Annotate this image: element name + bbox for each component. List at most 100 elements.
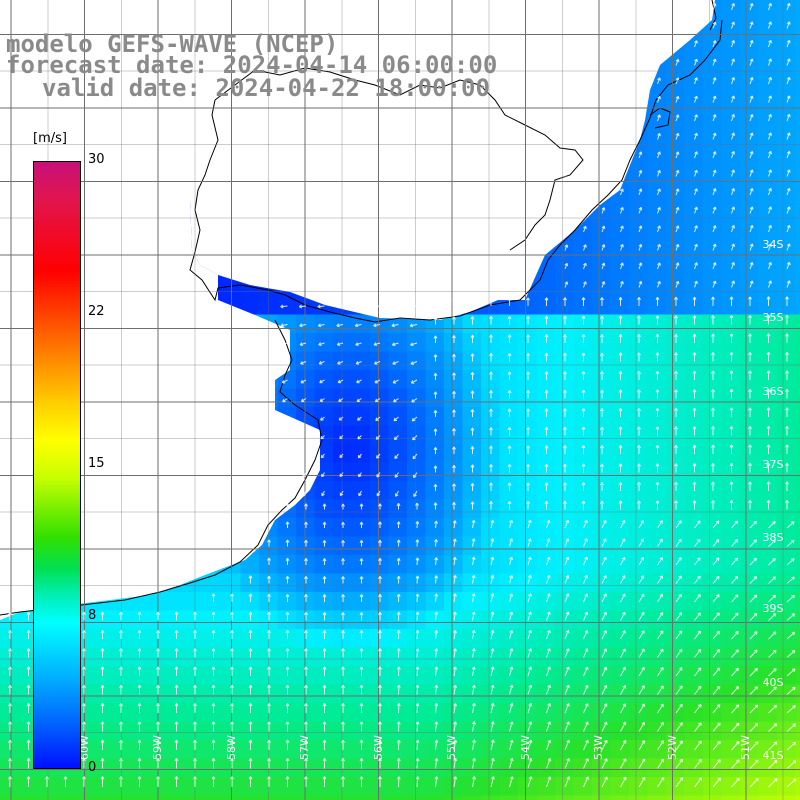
wind-cell <box>629 684 649 704</box>
wind-arrow <box>749 114 754 122</box>
wind-vectors <box>8 2 797 788</box>
wind-cell <box>777 629 797 649</box>
wind-cell <box>499 592 519 612</box>
wind-cell <box>592 684 612 704</box>
wind-arrow <box>137 721 142 732</box>
wind-arrow <box>729 444 734 454</box>
wind-arrow <box>490 519 495 529</box>
wind-arrow <box>694 612 701 621</box>
wind-cell <box>610 777 630 797</box>
wind-cell <box>740 111 760 131</box>
wind-arrow <box>527 776 533 788</box>
wind-arrow <box>322 684 327 695</box>
wind-arrow <box>655 426 660 436</box>
wind-arrow <box>638 575 645 584</box>
wind-arrow <box>248 593 253 602</box>
wind-arrow <box>507 390 512 399</box>
wind-arrow <box>749 58 754 66</box>
wind-arrow <box>320 416 325 421</box>
wind-arrow <box>766 370 771 380</box>
wind-arrow <box>415 666 420 677</box>
title-forecast-date: forecast date: 2024-04-14 06:00:00 <box>6 51 498 79</box>
wind-arrow <box>675 243 680 251</box>
wind-cell <box>351 370 371 390</box>
wind-arrow <box>655 463 660 473</box>
wind-arrow <box>712 262 717 270</box>
wind-arrow <box>638 225 643 233</box>
wind-arrow <box>100 648 105 658</box>
wind-arrow <box>299 323 307 328</box>
colorbar-unit: [m/s] <box>33 131 67 146</box>
wind-arrow <box>322 521 327 528</box>
wind-arrow <box>434 539 438 547</box>
wind-arrow <box>786 58 791 66</box>
wind-cell <box>647 111 667 131</box>
wind-cell <box>462 758 482 778</box>
wind-arrow <box>546 684 551 695</box>
wind-cell <box>684 277 704 297</box>
wind-arrow <box>341 558 345 565</box>
wind-cell <box>740 74 760 94</box>
wind-arrow <box>433 372 438 380</box>
wind-arrow <box>620 758 627 769</box>
wind-arrow <box>8 703 12 713</box>
wind-arrow <box>731 58 735 66</box>
wind-arrow <box>378 576 382 584</box>
wind-arrow <box>712 114 717 122</box>
wind-cell <box>610 758 630 778</box>
wind-cell <box>462 629 482 649</box>
wind-arrow <box>248 739 253 750</box>
wind-arrow <box>768 206 772 214</box>
wind-arrow <box>581 482 586 491</box>
wind-cell <box>518 684 538 704</box>
wind-cell <box>795 647 800 667</box>
wind-arrow <box>731 759 740 769</box>
wind-arrow <box>786 650 796 658</box>
wind-cell <box>795 296 800 316</box>
wind-arrow <box>156 721 160 732</box>
wind-arrow <box>174 758 179 769</box>
wind-cell <box>758 740 778 760</box>
wind-arrow <box>452 391 456 399</box>
wind-cell <box>481 592 501 612</box>
wind-arrow <box>786 2 791 11</box>
wind-arrow <box>410 342 418 347</box>
wind-arrow <box>712 188 717 196</box>
wind-arrow <box>509 629 514 640</box>
wind-arrow <box>618 352 623 362</box>
wind-arrow <box>583 556 588 566</box>
wind-cell <box>740 703 760 723</box>
wind-arrow <box>694 685 702 695</box>
wind-arrow <box>694 77 698 85</box>
wind-arrow <box>638 611 645 621</box>
wind-cell <box>333 370 353 390</box>
wind-arrow <box>174 666 179 676</box>
wind-arrow <box>8 629 12 639</box>
wind-arrow <box>638 243 643 251</box>
wind-arrow <box>472 721 476 732</box>
wind-arrow <box>137 776 142 787</box>
wind-arrow <box>82 721 86 732</box>
wind-cell <box>740 148 760 168</box>
wind-arrow <box>509 648 514 658</box>
wind-arrow <box>731 594 739 603</box>
wind-arrow <box>452 353 456 362</box>
wind-cell <box>666 684 686 704</box>
wind-cell <box>684 37 704 57</box>
wind-arrow <box>766 314 771 325</box>
wind-cell <box>370 407 390 427</box>
wind-cell <box>518 592 538 612</box>
wind-cell <box>629 259 649 279</box>
wind-arrow <box>563 445 567 454</box>
wind-cell <box>795 481 800 501</box>
wind-cell <box>555 721 575 741</box>
wind-cell <box>666 259 686 279</box>
wind-arrow <box>786 261 791 270</box>
wind-arrow <box>304 684 308 695</box>
wind-arrow <box>396 630 401 640</box>
wind-arrow <box>472 739 476 751</box>
wind-cell <box>703 111 723 131</box>
wind-cell <box>592 758 612 778</box>
wind-arrow <box>193 648 197 658</box>
wind-arrow <box>637 333 641 343</box>
